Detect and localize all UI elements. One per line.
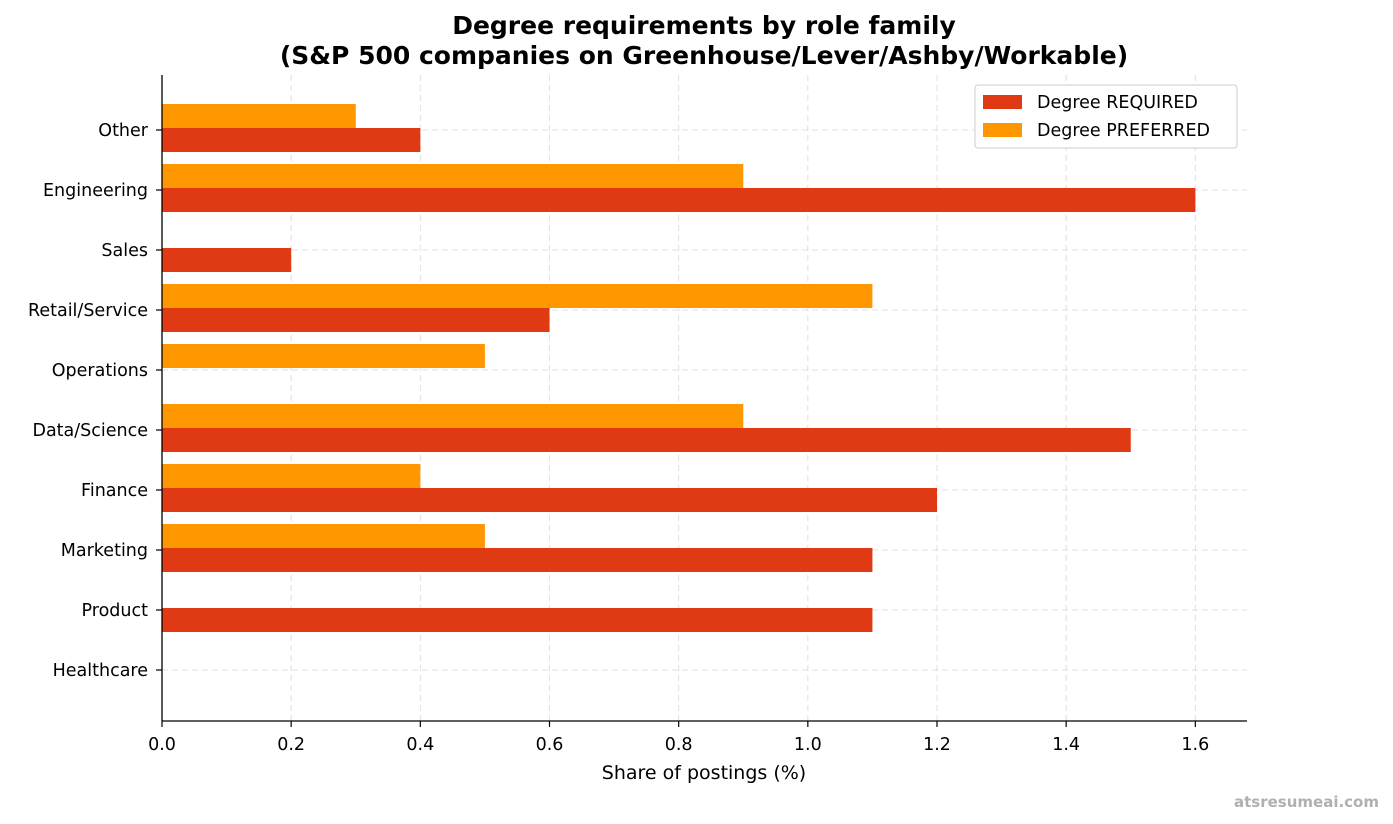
legend-swatch-required	[983, 95, 1022, 109]
chart-title: Degree requirements by role family	[452, 11, 956, 40]
x-tick-label: 1.2	[923, 735, 951, 755]
x-tick-label: 1.0	[794, 735, 822, 755]
legend-swatch-preferred	[983, 123, 1022, 137]
legend-label-required: Degree REQUIRED	[1037, 93, 1198, 113]
x-tick-label: 0.6	[536, 735, 564, 755]
y-tick-label: Sales	[101, 241, 148, 261]
x-axis-label: Share of postings (%)	[602, 762, 806, 784]
bar-required	[162, 308, 550, 332]
bar-required	[162, 188, 1196, 212]
legend-label-preferred: Degree PREFERRED	[1037, 121, 1210, 141]
bar-required	[162, 428, 1131, 452]
bar-required	[162, 548, 873, 572]
x-tick-label: 0.0	[148, 735, 176, 755]
y-tick-label: Finance	[81, 481, 148, 501]
bar-preferred	[162, 284, 873, 308]
y-tick-label: Retail/Service	[28, 301, 148, 321]
bar-required	[162, 608, 873, 632]
bar-preferred	[162, 404, 744, 428]
watermark: atsresumeai.com	[1234, 793, 1379, 811]
x-tick-label: 0.2	[277, 735, 305, 755]
bar-preferred	[162, 464, 421, 488]
bar-preferred	[162, 104, 356, 128]
bar-required	[162, 128, 421, 152]
y-ticks: Other Engineering Sales Retail/Service Opera…	[28, 121, 162, 681]
y-tick-label: Operations	[52, 361, 148, 381]
y-tick-label: Product	[82, 601, 149, 621]
x-tick-label: 0.8	[665, 735, 693, 755]
bar-preferred	[162, 164, 744, 188]
bar-required	[162, 248, 292, 272]
y-tick-label: Healthcare	[53, 661, 148, 681]
bar-preferred	[162, 524, 485, 548]
bar-required	[162, 488, 937, 512]
legend-box	[974, 84, 1238, 149]
y-tick-label: Data/Science	[32, 421, 148, 441]
legend: Degree REQUIRED Degree PREFERRED	[974, 84, 1238, 149]
y-tick-label: Other	[98, 121, 148, 141]
chart-subtitle: (S&P 500 companies on Greenhouse/Lever/A…	[280, 41, 1128, 70]
x-tick-label: 0.4	[406, 735, 434, 755]
x-tick-label: 1.6	[1181, 735, 1209, 755]
x-tick-label: 1.4	[1052, 735, 1080, 755]
y-tick-label: Engineering	[43, 181, 148, 201]
bars	[162, 104, 1196, 632]
bar-preferred	[162, 344, 485, 368]
y-tick-label: Marketing	[61, 541, 148, 561]
x-ticks: 0.0 0.2 0.4 0.6 0.8 1.0 1.2 1.4 1.6	[148, 721, 1209, 755]
